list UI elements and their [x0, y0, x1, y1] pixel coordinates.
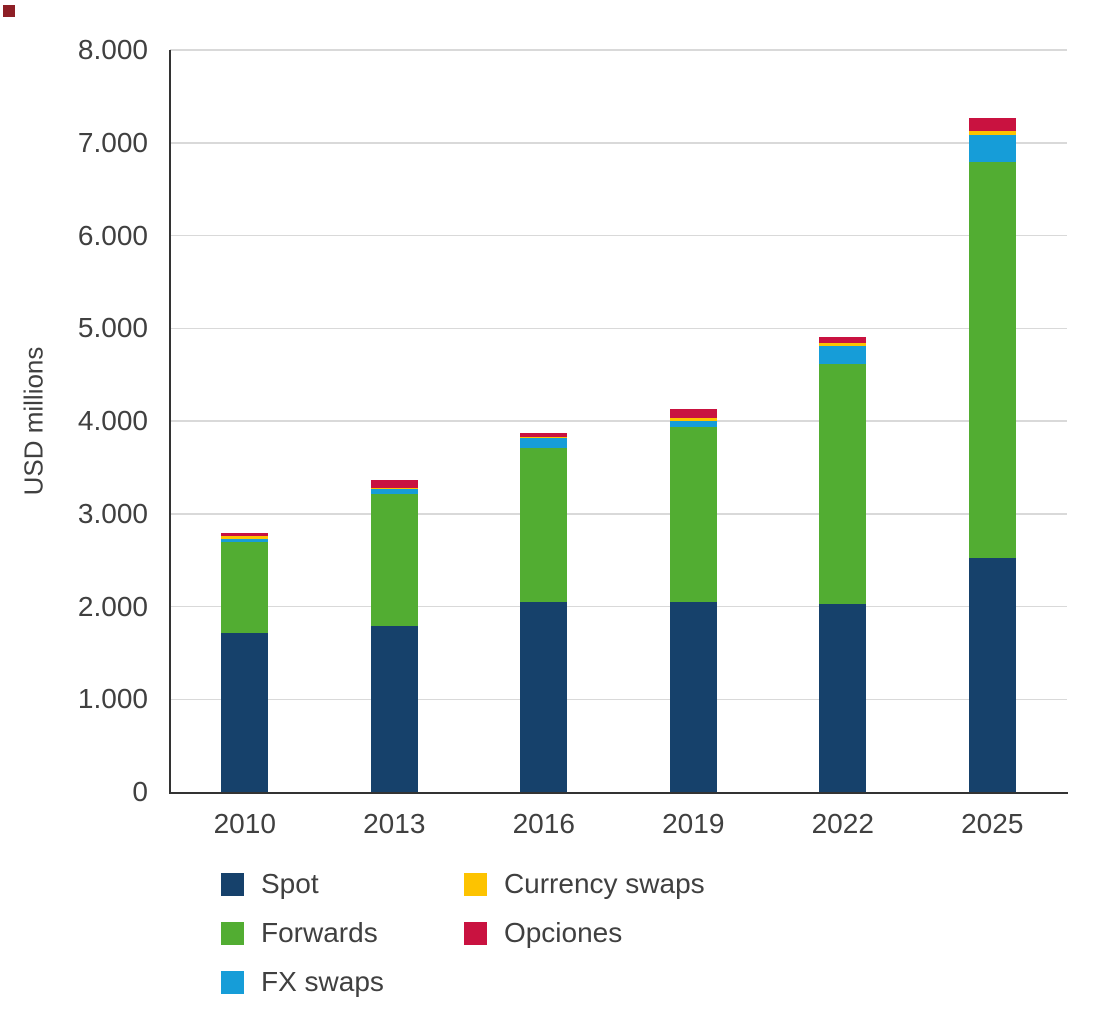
legend-item-spot: Spot [221, 868, 384, 899]
x-tick-label-2022: 2022 [811, 808, 874, 839]
legend-swatch-fx-swaps [221, 970, 244, 994]
bar-2022 [819, 336, 867, 792]
bar-2025-segment-fx-swaps [968, 135, 1016, 162]
bar-2010-segment-currency-swaps [221, 536, 269, 539]
bar-2022-segment-opciones [819, 336, 867, 344]
x-tick-label-2019: 2019 [662, 808, 725, 839]
bar-2010-segment-forwards [221, 541, 269, 633]
legend-label-currency-swaps: Currency swaps [503, 868, 705, 899]
legend-item-opciones: Opciones [463, 917, 705, 948]
gridline-4000 [170, 420, 1067, 422]
bar-2022-segment-forwards [819, 363, 867, 604]
bar-2010-segment-fx-swaps [221, 538, 269, 542]
bar-2013-segment-currency-swaps [370, 487, 418, 489]
y-tick-label-7000: 7.000 [77, 126, 148, 158]
gridline-1000 [170, 698, 1067, 700]
x-tick-label-2013: 2013 [363, 808, 426, 839]
bar-2025-segment-currency-swaps [968, 131, 1016, 136]
bar-2019-segment-spot [669, 601, 717, 792]
bar-2019-segment-fx-swaps [669, 421, 717, 428]
y-tick-label-8000: 8.000 [77, 34, 148, 65]
gridline-5000 [170, 327, 1067, 329]
bar-2010 [221, 532, 269, 792]
bar-2016-segment-currency-swaps [520, 436, 568, 438]
bar-2013-segment-forwards [370, 493, 418, 627]
legend-swatch-currency-swaps [463, 872, 487, 896]
y-tick-label-2000: 2.000 [77, 590, 148, 622]
bar-2022-segment-spot [819, 603, 867, 792]
plot-area [170, 49, 1067, 792]
gridline-7000 [170, 142, 1067, 144]
bar-2022-segment-fx-swaps [819, 345, 867, 364]
y-tick-label-5000: 5.000 [77, 312, 148, 344]
x-tick-label-2016: 2016 [512, 808, 575, 839]
bar-2013-segment-spot [370, 626, 418, 792]
bar-2025-segment-spot [968, 557, 1016, 792]
legend-swatch-forwards [221, 921, 244, 945]
gridline-8000 [170, 49, 1067, 51]
x-tick-label-2025: 2025 [961, 808, 1024, 839]
bar-2019 [669, 408, 717, 792]
y-tick-label-1000: 1.000 [77, 683, 148, 715]
bar-2022-segment-currency-swaps [819, 343, 867, 346]
legend-swatch-opciones [463, 921, 487, 945]
gridline-2000 [170, 605, 1067, 608]
legend-item-fx-swaps: FX swaps [221, 966, 384, 997]
bar-2016 [520, 432, 568, 792]
bar-2016-segment-fx-swaps [520, 437, 568, 449]
legend-label-spot: Spot [261, 868, 319, 899]
bar-2013-segment-opciones [370, 480, 418, 488]
y-tick-label-6000: 6.000 [77, 219, 148, 251]
legend-swatch-spot [221, 872, 244, 896]
corner-marker [3, 5, 15, 17]
x-axis-tick-labels: 2010 2013 2016 2019 2022 2025 [170, 808, 1067, 844]
bar-2025-segment-forwards [968, 161, 1016, 558]
bar-2025 [968, 117, 1016, 792]
bar-2019-segment-currency-swaps [669, 418, 717, 422]
bar-2016-segment-spot [520, 601, 568, 792]
legend-label-opciones: Opciones [503, 917, 623, 948]
legend-label-fx-swaps: FX swaps [261, 966, 384, 997]
bar-2016-segment-opciones [520, 432, 568, 437]
bar-2010-segment-spot [221, 632, 269, 792]
legend-item-currency-swaps: Currency swaps [463, 868, 705, 899]
gridline-6000 [170, 234, 1067, 237]
bar-2019-segment-opciones [669, 408, 717, 419]
x-axis-line [169, 792, 1068, 794]
bar-2013-segment-fx-swaps [370, 488, 418, 494]
y-axis-tick-labels: 0 1.000 2.000 3.000 4.000 5.000 6.000 7.000 8.00… [0, 34, 148, 807]
legend-label-forwards: Forwards [261, 917, 378, 948]
bar-2013 [370, 480, 418, 792]
gridline-3000 [170, 513, 1067, 515]
legend-item-forwards: Forwards [221, 917, 384, 948]
y-axis-line [169, 50, 171, 794]
bar-2016-segment-forwards [520, 448, 568, 602]
y-tick-label-4000: 4.000 [77, 405, 148, 436]
bar-2019-segment-forwards [669, 427, 717, 602]
y-tick-label-0: 0 [132, 776, 148, 807]
bar-2025-segment-opciones [968, 117, 1016, 132]
x-tick-label-2010: 2010 [213, 808, 276, 839]
bar-2010-segment-opciones [221, 532, 269, 537]
chart-legend: Spot Forwards FX swaps Currency swaps Opcion… [221, 868, 861, 1012]
y-tick-label-3000: 3.000 [77, 497, 148, 529]
